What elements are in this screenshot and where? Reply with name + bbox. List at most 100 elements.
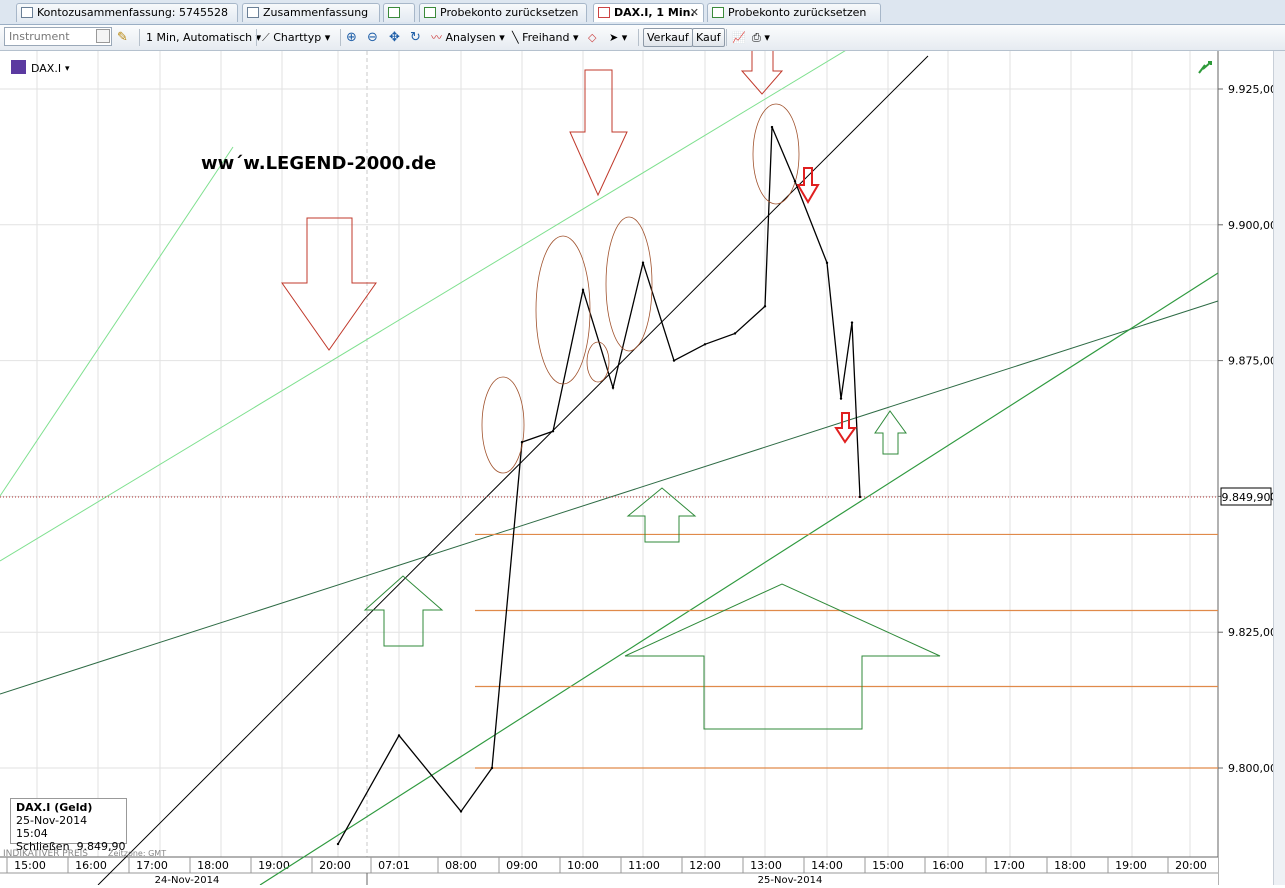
data-point: [703, 343, 707, 346]
trend-up-icon: [1198, 61, 1212, 74]
sell-button[interactable]: Verkauf: [643, 28, 693, 47]
data-point: [641, 261, 645, 265]
x-tick-label: 19:00: [258, 859, 290, 872]
analysen-label: Analysen: [445, 31, 496, 44]
print-dropdown[interactable]: ⎙ ▾: [752, 28, 770, 47]
x-tick-label: 20:00: [1175, 859, 1207, 872]
price-chart[interactable]: 9.800,009.825,009.850,009.875,009.900,00…: [0, 48, 1285, 886]
fit-icon[interactable]: ✥: [389, 30, 400, 45]
watermark-text: ww´w.LEGEND-2000.de: [201, 153, 436, 174]
tab-label: Probekonto zurücksetzen: [728, 6, 867, 19]
cfd-badge-icon: [11, 60, 26, 74]
highlight-ellipse: [752, 103, 800, 205]
trendline-green: [259, 272, 1219, 886]
data-point: [672, 359, 676, 362]
y-tick-label: 9.900,00: [1228, 219, 1277, 232]
cursor-icon: ➤: [609, 31, 619, 44]
tab-label: Probekonto zurücksetzen: [440, 6, 579, 19]
instrument-picker-icon[interactable]: [96, 29, 110, 43]
chart-icon: [598, 7, 610, 18]
tab-blank[interactable]: [383, 3, 415, 22]
eraser-icon[interactable]: ◇: [588, 31, 597, 44]
line-chart-icon: ⟋: [262, 31, 270, 44]
data-point: [336, 842, 340, 846]
x-tick-label: 13:00: [750, 859, 782, 872]
series-points: [336, 125, 862, 846]
zoom-out-icon[interactable]: ⊖: [367, 30, 378, 45]
highlight-ellipse: [586, 341, 610, 383]
small-down-arrow-annotation: [834, 412, 857, 444]
x-tick-label: 15:00: [872, 859, 904, 872]
pointer-dropdown[interactable]: ➤ ▾: [609, 28, 627, 47]
x-tick-label: 07:01: [378, 859, 410, 872]
up-arrow-annotation: [363, 575, 444, 647]
separator: [340, 29, 341, 46]
charttype-dropdown[interactable]: ⟋ Charttyp ▾: [262, 28, 330, 47]
x-tick-label: 16:00: [932, 859, 964, 872]
info-tooltip: DAX.I (Geld) 25-Nov-2014 15:04 Schließen…: [10, 798, 127, 853]
data-point: [551, 430, 555, 433]
tab-label: Kontozusammenfassung: 5745528: [37, 6, 228, 19]
buy-button[interactable]: Kauf: [692, 28, 725, 47]
y-tick-label: 9.875,00: [1228, 355, 1277, 368]
tab-dax-chart[interactable]: DAX.I, 1 Min. ✕: [593, 3, 704, 22]
document-icon: [247, 7, 259, 18]
x-tick-label: 15:00: [14, 859, 46, 872]
tab-account-summary[interactable]: Kontozusammenfassung: 5745528: [16, 3, 238, 22]
interval-dropdown[interactable]: 1 Min, Automatisch ▾: [146, 28, 261, 47]
chevron-down-icon: ▾: [499, 31, 505, 44]
timezone-label: Zeitzone: GMT: [108, 849, 166, 858]
small-down-arrow-annotation: [796, 167, 820, 204]
chart-settings-icon[interactable]: 📈: [732, 31, 746, 44]
freihand-label: Freihand: [522, 31, 570, 44]
tab-reset-demo[interactable]: Probekonto zurücksetzen: [419, 3, 587, 22]
data-point: [520, 440, 524, 444]
chevron-down-icon: ▾: [621, 31, 628, 44]
zoom-in-icon[interactable]: ⊕: [346, 30, 357, 45]
chart-toolbar: Instrument ✎ 1 Min, Automatisch ▾ ⟋ Char…: [0, 25, 1285, 51]
data-point: [770, 125, 774, 129]
down-arrow-annotation: [281, 217, 377, 351]
y-tick-label: 9.925,00: [1228, 83, 1277, 96]
tab-label: DAX.I, 1 Min.: [614, 6, 695, 19]
data-point: [490, 766, 494, 770]
symbol-label: DAX.I: [31, 62, 61, 75]
print-icon: ⎙: [752, 31, 761, 44]
data-point: [850, 321, 854, 324]
draw-line-icon: ╲: [512, 31, 519, 44]
x-tick-label: 14:00: [811, 859, 843, 872]
analysen-dropdown[interactable]: 〰 Analysen ▾: [431, 28, 505, 47]
instrument-input[interactable]: Instrument: [4, 27, 112, 46]
data-point: [611, 386, 615, 389]
up-arrow-annotation: [874, 410, 907, 455]
separator: [256, 29, 257, 46]
close-icon[interactable]: ✕: [689, 6, 699, 19]
data-point: [825, 261, 829, 265]
charttype-label: Charttyp: [273, 31, 322, 44]
y-tick-label: 9.800,00: [1228, 762, 1277, 775]
x-tick-label: 16:00: [75, 859, 107, 872]
indicative-price-label: INDIKATIVER PREIS: [3, 849, 88, 859]
indicator-icon[interactable]: ✎: [117, 30, 128, 45]
refresh-icon[interactable]: ↻: [410, 30, 421, 45]
data-point: [763, 305, 767, 308]
x-axis-band: [0, 857, 1218, 885]
tab-summary[interactable]: Zusammenfassung: [242, 3, 380, 22]
info-close-row: Schließen 9.849,90: [16, 840, 126, 853]
reset-icon: [712, 7, 724, 18]
highlight-ellipse: [481, 376, 525, 474]
chart-area[interactable]: 9.800,009.825,009.850,009.875,009.900,00…: [0, 48, 1285, 886]
x-tick-label: 17:00: [136, 859, 168, 872]
y-tick-label: 9.825,00: [1228, 626, 1277, 639]
analysis-icon: 〰: [431, 31, 442, 44]
current-price-label: 9.849,90: [1222, 491, 1271, 504]
data-point: [858, 495, 862, 499]
date-label-right: 25-Nov-2014: [758, 875, 823, 885]
date-label-left: 24-Nov-2014: [155, 875, 220, 885]
info-title: DAX.I (Geld): [16, 801, 93, 814]
freihand-dropdown[interactable]: ╲ Freihand ▾: [512, 28, 578, 47]
vertical-scrollbar[interactable]: [1273, 51, 1285, 885]
current-price-box: [1220, 487, 1272, 506]
tab-reset-demo-2[interactable]: Probekonto zurücksetzen: [707, 3, 881, 22]
green-document-icon: [388, 7, 400, 18]
